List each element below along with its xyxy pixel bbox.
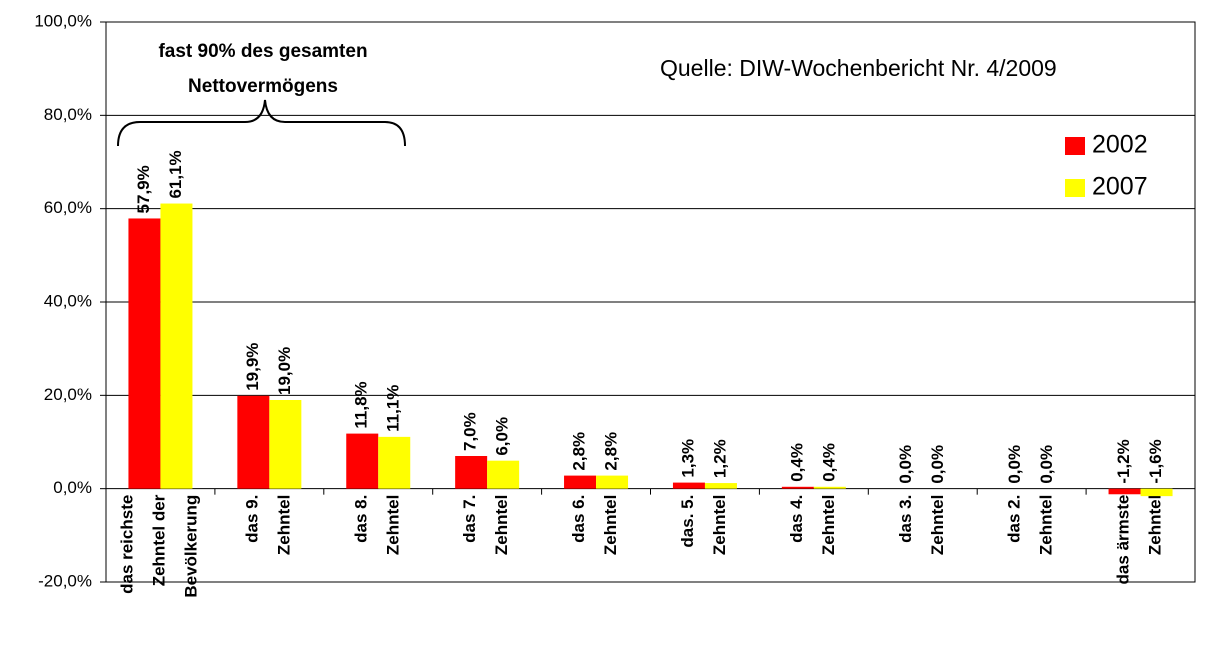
value-label: 1,3% — [678, 439, 697, 478]
value-label: 0,0% — [928, 445, 947, 484]
value-label: -1,6% — [1146, 439, 1165, 483]
value-label: 19,0% — [275, 347, 294, 395]
y-tick-label: 20,0% — [44, 385, 92, 404]
x-tick-label: das 3. Zehntel — [896, 495, 947, 555]
x-tick-label: das 2. Zehntel — [1005, 495, 1056, 555]
value-label: 0,4% — [787, 443, 806, 482]
plot-frame — [105, 21, 1196, 583]
value-label: 0,4% — [819, 443, 838, 482]
bar — [596, 475, 629, 489]
y-tick-label: 60,0% — [44, 198, 92, 217]
bar — [672, 482, 705, 489]
y-tick-label: 80,0% — [44, 105, 92, 124]
y-tick-label: -20,0% — [38, 571, 92, 590]
x-tick-label: das 9. Zehntel — [243, 495, 294, 555]
source: Quelle: DIW-Wochenbericht Nr. 4/2009 — [660, 55, 1057, 81]
value-label: 7,0% — [461, 412, 480, 451]
bar — [160, 203, 193, 489]
legend-swatch — [1065, 179, 1085, 197]
bar — [128, 218, 161, 489]
bar — [269, 400, 302, 489]
bar — [1140, 488, 1173, 497]
value-label: 61,1% — [166, 150, 185, 198]
bar — [704, 483, 737, 489]
bar — [378, 436, 411, 489]
value-label: 11,1% — [384, 385, 403, 432]
value-label: 1,2% — [710, 439, 729, 478]
x-tick-label: das. 5. Zehntel — [678, 495, 729, 555]
value-label: 2,8% — [570, 432, 589, 471]
value-label: 57,9% — [134, 165, 153, 213]
value-label: 11,8% — [352, 381, 371, 428]
bar — [781, 486, 814, 489]
bar — [237, 395, 270, 489]
annotation: fast 90% des gesamten — [158, 41, 367, 62]
value-label: 0,0% — [1005, 445, 1024, 484]
brace — [117, 99, 406, 147]
x-tick-label: das ärmste Zehntel — [1114, 495, 1165, 585]
x-tick-label: das reichste Zehntel der Bevölkerung — [118, 494, 201, 597]
x-tick-label: das 6. Zehntel — [570, 495, 621, 555]
x-tick-label: das 4. Zehntel — [787, 495, 838, 555]
bar — [455, 456, 488, 489]
value-label: 0,0% — [1037, 445, 1056, 484]
value-label: -1,2% — [1114, 439, 1133, 483]
y-tick-label: 40,0% — [44, 291, 92, 310]
value-label: 0,0% — [896, 445, 915, 484]
y-tick-label: 100,0% — [34, 11, 92, 30]
annotation: Nettovermögens — [188, 76, 338, 97]
legend-label: 2007 — [1092, 173, 1148, 201]
bar — [346, 433, 379, 489]
bar — [1108, 488, 1141, 495]
legend-label: 2002 — [1092, 131, 1148, 159]
bar — [564, 475, 597, 489]
value-label: 2,8% — [602, 432, 621, 471]
y-tick-label: 0,0% — [53, 478, 92, 497]
value-label: 6,0% — [493, 417, 512, 456]
value-label: 19,9% — [243, 343, 262, 391]
bar — [487, 460, 520, 489]
x-tick-label: das 7. Zehntel — [461, 495, 512, 555]
x-tick-label: das 8. Zehntel — [352, 495, 403, 555]
legend-swatch — [1065, 137, 1085, 155]
bar — [813, 486, 846, 489]
